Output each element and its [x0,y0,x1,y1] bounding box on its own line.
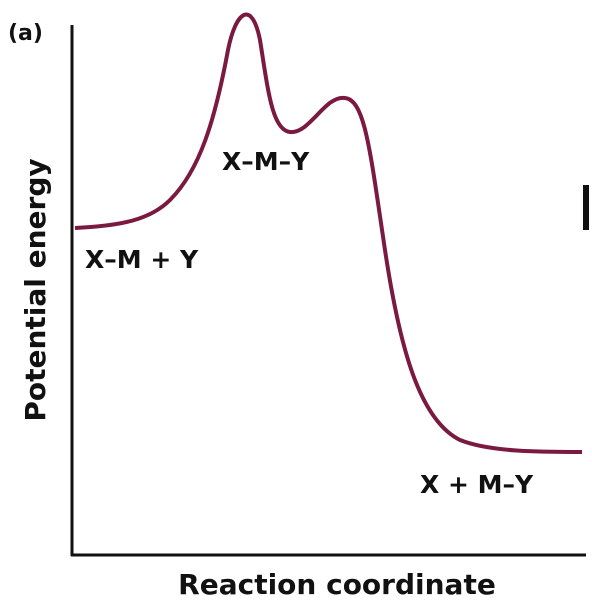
energy-curve [74,12,583,454]
y-axis-label: Potential energy [19,158,52,421]
reactants-label: X–M + Y [85,245,199,274]
intermediate-label: X–M–Y [222,147,310,176]
panel-label: (a) [8,21,43,46]
products-label: X + M–Y [420,470,534,499]
x-axis-label: Reaction coordinate [178,568,496,601]
cropped-mark [583,185,589,230]
